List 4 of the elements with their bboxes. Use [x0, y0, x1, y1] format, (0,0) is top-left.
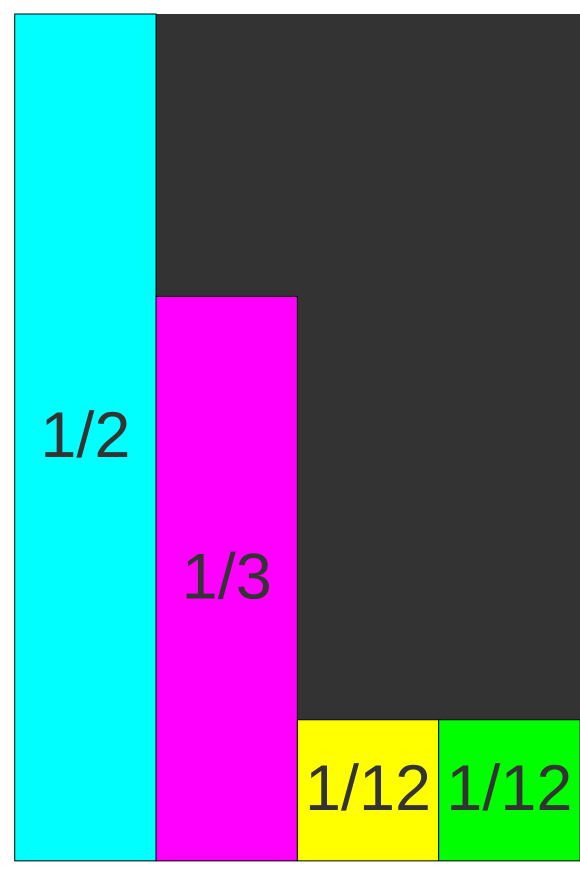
data-label: 1/12: [304, 750, 432, 824]
data-label: 1/2: [40, 398, 130, 472]
data-label: 1/12: [446, 750, 572, 824]
data-label: 1/3: [182, 539, 272, 612]
